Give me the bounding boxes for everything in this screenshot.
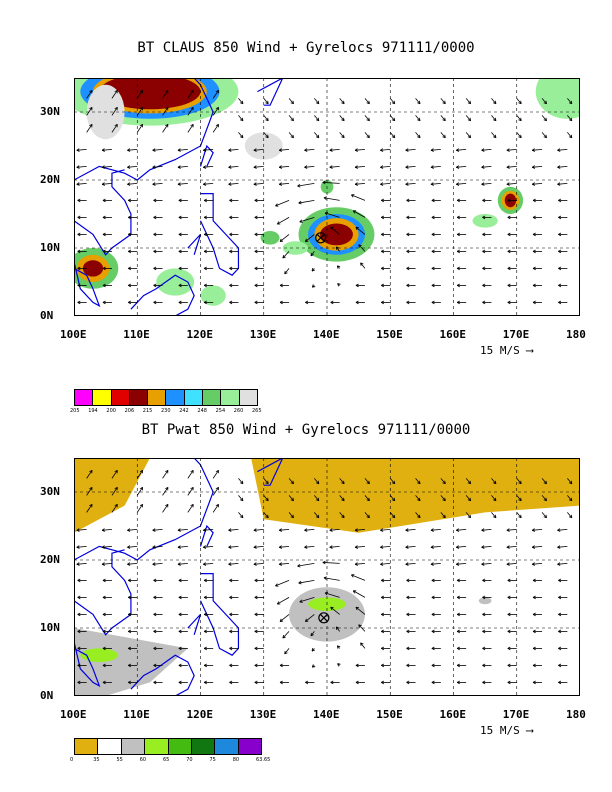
colorbar-swatch xyxy=(148,390,167,405)
colorbar-tick-label: 75 xyxy=(209,757,216,763)
colorbar-tick-label: 242 xyxy=(179,408,189,414)
y-tick-label: 30N xyxy=(40,485,60,498)
colorbar-swatch xyxy=(191,739,216,754)
colorbar-swatch xyxy=(93,390,112,405)
y-tick-label: 20N xyxy=(40,173,60,186)
colorbar-swatch xyxy=(238,739,261,754)
colorbar-tick-label: 60 xyxy=(139,757,147,763)
colorbar-swatch xyxy=(184,390,204,405)
colorbar-swatch xyxy=(111,390,130,405)
x-tick-label: 180 xyxy=(566,708,586,721)
x-tick-label: 110E xyxy=(123,328,150,341)
x-tick-label: 130E xyxy=(249,328,277,341)
colorbar-swatch xyxy=(203,390,222,405)
panel1-scale-label: 15 M/S ⟶ xyxy=(480,344,533,357)
x-tick-label: 120E xyxy=(186,708,214,721)
colorbar-swatch xyxy=(215,739,239,754)
colorbar-tick-label: 65 xyxy=(163,757,170,763)
x-tick-label: 140E xyxy=(313,328,340,341)
x-tick-label: 150E xyxy=(376,708,403,721)
colorbar-swatch xyxy=(129,390,149,405)
colorbar-tick-label: 80 xyxy=(232,757,240,763)
colorbar-tick-label: 55 xyxy=(116,757,123,763)
panel1-colorbar xyxy=(74,389,258,406)
x-tick-label: 100E xyxy=(60,328,87,341)
colorbar-tick-label: 35 xyxy=(93,757,100,763)
colorbar-tick-label: 200 xyxy=(106,408,116,414)
colorbar-tick-label: 260 xyxy=(233,408,244,414)
x-tick-label: 130E xyxy=(249,708,277,721)
colorbar-swatch xyxy=(121,739,146,754)
panel2-title: BT Pwat 850 Wind + Gyrelocs 971111/0000 xyxy=(141,422,471,438)
panel1-map xyxy=(74,78,580,316)
colorbar-tick-label: 194 xyxy=(88,408,98,414)
x-tick-label: 170E xyxy=(502,708,530,721)
x-tick-label: 100E xyxy=(60,708,87,721)
colorbar-swatch xyxy=(145,739,169,754)
colorbar-tick-label: 205 xyxy=(70,408,80,414)
colorbar-swatch xyxy=(168,739,192,754)
x-tick-label: 150E xyxy=(376,328,403,341)
y-tick-label: 0N xyxy=(40,689,54,702)
x-tick-label: 180 xyxy=(566,328,586,341)
colorbar-tick-label: 70 xyxy=(186,757,193,763)
y-tick-label: 10N xyxy=(40,621,60,634)
x-tick-label: 110E xyxy=(123,708,150,721)
panel2-map xyxy=(74,458,580,696)
colorbar-swatch xyxy=(221,390,240,405)
y-tick-label: 10N xyxy=(40,241,60,254)
y-tick-label: 20N xyxy=(40,553,60,566)
colorbar-swatch xyxy=(239,390,257,405)
colorbar-tick-label: 254 xyxy=(215,408,226,414)
colorbar-swatch xyxy=(75,390,94,405)
y-tick-label: 30N xyxy=(40,105,60,118)
colorbar-tick-label: 63.65 xyxy=(256,757,271,763)
panel2-scale-label: 15 M/S ⟶ xyxy=(480,724,533,737)
x-tick-label: 160E xyxy=(439,328,467,341)
colorbar-tick-label: 265 xyxy=(252,408,262,414)
panel1-title: BT CLAUS 850 Wind + Gyrelocs 971111/0000 xyxy=(137,40,475,56)
colorbar-tick-label: 206 xyxy=(124,408,135,414)
x-tick-label: 160E xyxy=(439,708,467,721)
colorbar-tick-label: 215 xyxy=(142,408,153,414)
colorbar-swatch xyxy=(75,739,99,754)
colorbar-tick-label: 230 xyxy=(161,408,171,414)
colorbar-swatch xyxy=(98,739,122,754)
colorbar-tick-label: 248 xyxy=(197,408,207,414)
x-tick-label: 170E xyxy=(502,328,530,341)
panel2-colorbar xyxy=(74,738,262,755)
colorbar-swatch xyxy=(166,390,185,405)
colorbar-tick-label: 0 xyxy=(70,757,74,763)
x-tick-label: 140E xyxy=(313,708,340,721)
x-tick-label: 120E xyxy=(186,328,214,341)
y-tick-label: 0N xyxy=(40,309,54,322)
